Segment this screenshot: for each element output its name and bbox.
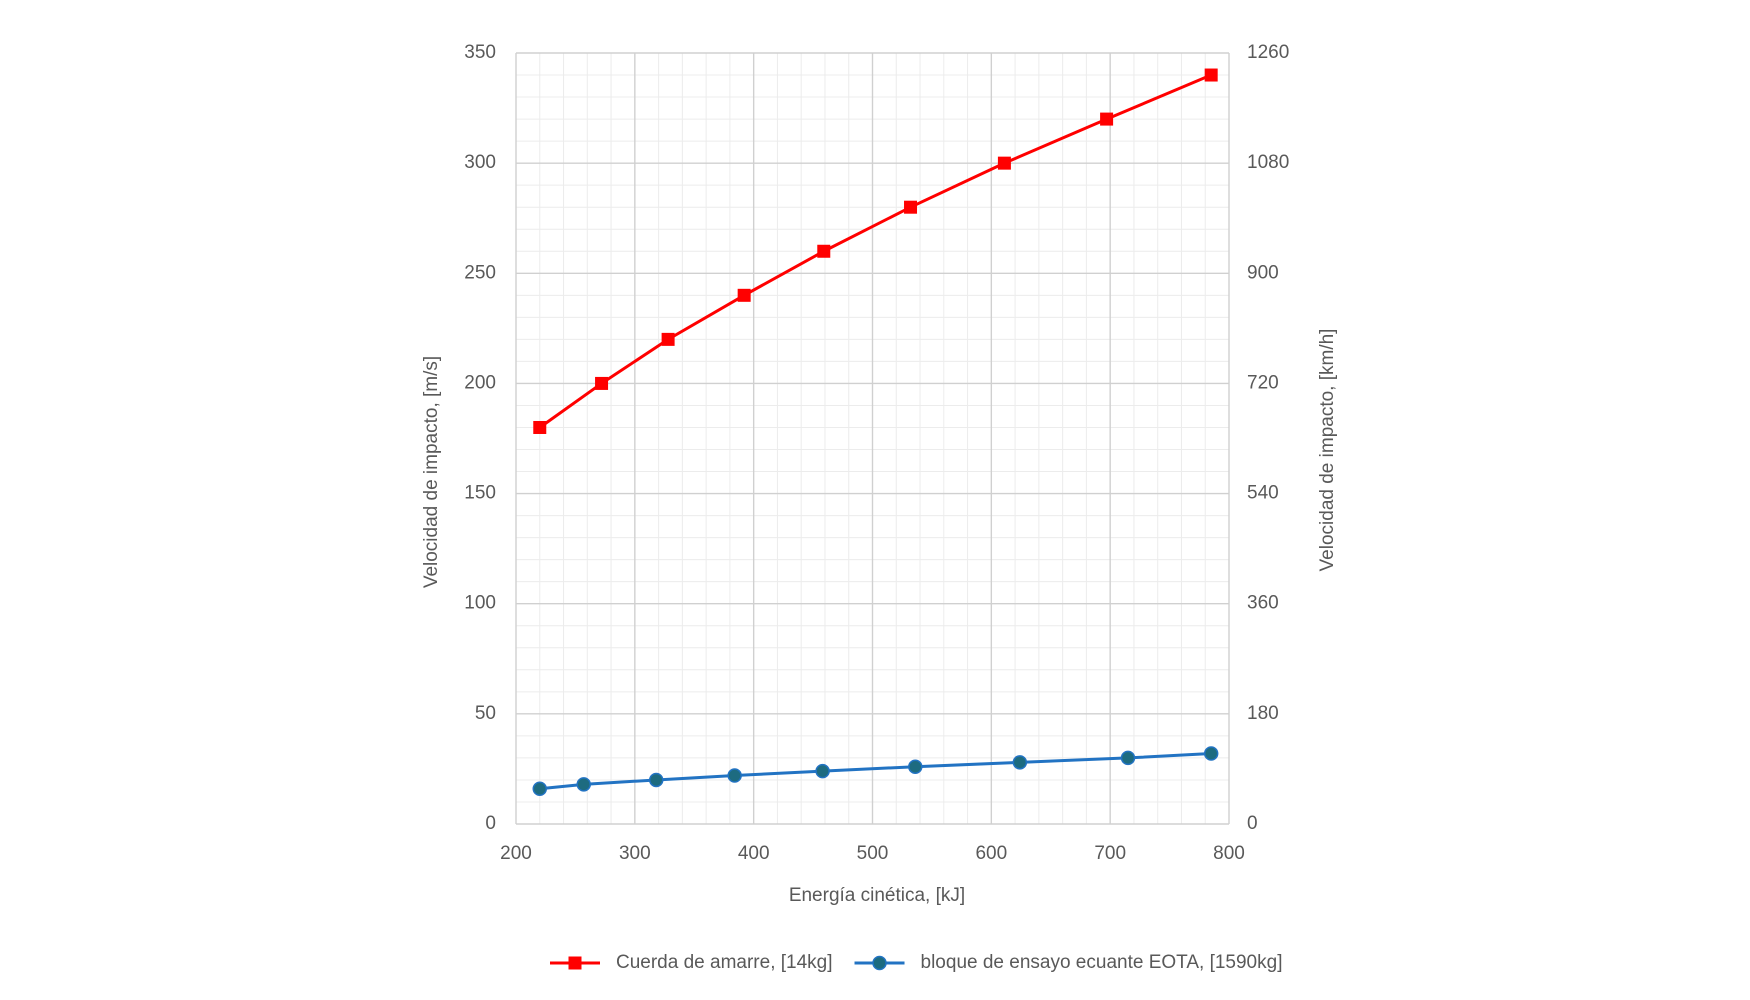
- legend-label: Cuerda de amarre, [14kg]: [616, 952, 833, 973]
- y-tick-label: 350: [464, 42, 496, 63]
- y2-tick-label: 1260: [1247, 42, 1289, 63]
- y2-tick-label: 720: [1247, 372, 1279, 393]
- y-tick-label: 200: [464, 372, 496, 393]
- y-tick-label: 250: [464, 262, 496, 283]
- marker: [532, 781, 548, 797]
- legend-marker: [872, 955, 887, 971]
- marker: [576, 777, 591, 792]
- marker: [904, 200, 918, 214]
- x-tick-label: 700: [1094, 843, 1126, 864]
- y-tick-label: 150: [464, 483, 496, 504]
- x-tick-label: 200: [500, 843, 532, 864]
- x-axis-label: Energía cinética, [kJ]: [789, 885, 965, 906]
- legend-marker: [568, 956, 582, 970]
- y2-tick-label: 1080: [1247, 152, 1289, 173]
- x-tick-label: 500: [857, 843, 889, 864]
- y2-tick-label: 180: [1247, 703, 1279, 724]
- y-tick-label: 300: [464, 152, 496, 173]
- x-tick-label: 400: [738, 843, 770, 864]
- marker: [1012, 755, 1028, 770]
- marker: [595, 376, 609, 390]
- marker: [727, 768, 742, 783]
- y2-axis-label: Velocidad de impacto, [km/h]: [1317, 329, 1338, 572]
- y2-tick-label: 0: [1247, 813, 1258, 834]
- y2-tick-label: 540: [1247, 483, 1279, 504]
- x-tick-label: 600: [975, 843, 1007, 864]
- marker: [1203, 746, 1219, 761]
- marker: [1204, 68, 1218, 82]
- marker: [661, 332, 675, 346]
- y-tick-label: 100: [464, 593, 496, 614]
- marker: [908, 759, 923, 774]
- y2-tick-label: 900: [1247, 262, 1279, 283]
- marker: [817, 244, 831, 258]
- marker: [648, 772, 664, 788]
- legend-label: bloque de ensayo ecuante EOTA, [1590kg]: [921, 952, 1283, 973]
- y2-tick-label: 360: [1247, 593, 1279, 614]
- marker: [1100, 112, 1114, 126]
- y-tick-label: 50: [475, 703, 496, 724]
- x-tick-label: 800: [1213, 843, 1245, 864]
- marker: [533, 420, 547, 434]
- marker: [737, 288, 751, 302]
- x-tick-label: 300: [619, 843, 651, 864]
- y-tick-label: 0: [485, 813, 496, 834]
- grid: [515, 52, 1230, 825]
- y-axis-label: Velocidad de impacto, [m/s]: [421, 356, 442, 588]
- marker: [815, 763, 830, 779]
- marker: [997, 156, 1011, 170]
- marker: [1120, 750, 1136, 766]
